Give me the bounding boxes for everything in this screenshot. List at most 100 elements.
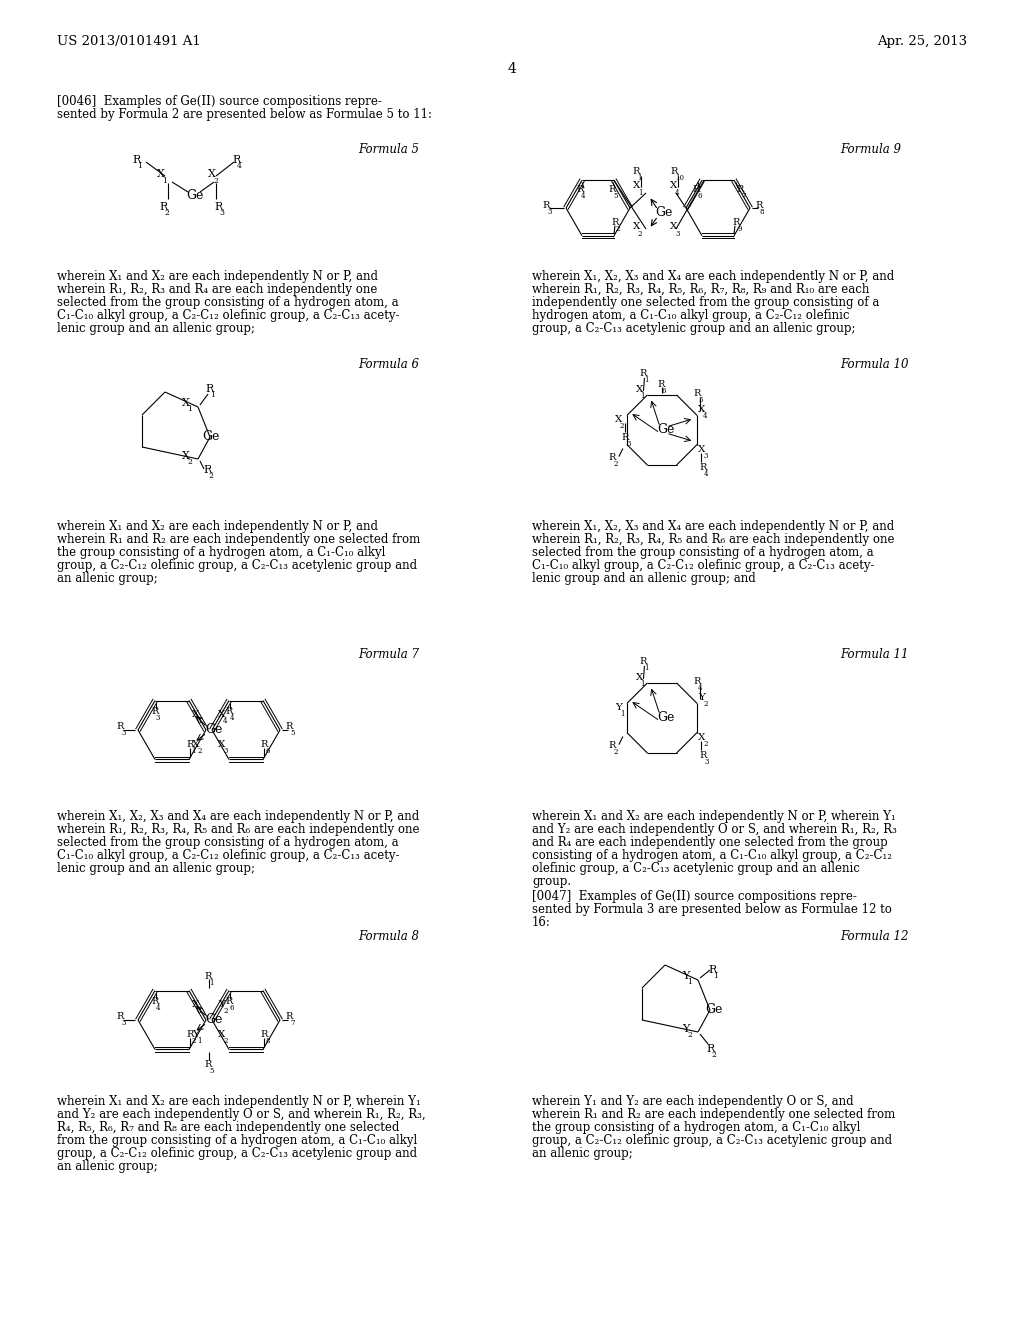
Text: R: R [699,462,707,471]
Text: X: X [182,451,189,461]
Text: Formula 7: Formula 7 [358,648,419,661]
Text: wherein R₁, R₂, R₃, R₄, R₅ and R₆ are each independently one: wherein R₁, R₂, R₃, R₄, R₅ and R₆ are ea… [532,533,895,546]
Text: wherein R₁ and R₂ are each independently one selected from: wherein R₁ and R₂ are each independently… [57,533,420,546]
Text: 2: 2 [638,230,642,238]
Text: 3: 3 [705,758,709,766]
Text: 3: 3 [219,209,224,216]
Text: Y: Y [698,693,705,702]
Text: R: R [736,185,743,194]
Text: an allenic group;: an allenic group; [532,1147,633,1160]
Text: R: R [132,154,140,165]
Text: Formula 10: Formula 10 [840,358,908,371]
Text: from the group consisting of a hydrogen atom, a C₁-C₁₀ alkyl: from the group consisting of a hydrogen … [57,1134,417,1147]
Text: [0047]  Examples of Ge(II) source compositions repre-: [0047] Examples of Ge(II) source composi… [532,890,857,903]
Text: 4: 4 [703,412,708,421]
Text: Y: Y [218,1001,225,1008]
Text: 1: 1 [620,710,625,718]
Text: R: R [609,453,616,462]
Text: group, a C₂-C₁₂ olefinic group, a C₂-C₁₃ acetylenic group and: group, a C₂-C₁₂ olefinic group, a C₂-C₁₃… [532,1134,892,1147]
Text: 3: 3 [627,441,631,449]
Text: an allenic group;: an allenic group; [57,1160,158,1173]
Text: Formula 5: Formula 5 [358,143,419,156]
Text: R: R [225,997,232,1006]
Text: lenic group and an allenic group;: lenic group and an allenic group; [57,862,255,875]
Text: 1: 1 [197,1038,202,1045]
Text: 4: 4 [581,193,586,201]
Text: 2: 2 [191,1038,196,1045]
Text: R: R [116,1012,123,1020]
Text: R: R [693,677,700,686]
Text: X: X [208,169,216,180]
Text: R: R [699,751,707,759]
Text: R: R [285,1012,293,1020]
Text: group, a C₂-C₁₂ olefinic group, a C₂-C₁₃ acetylenic group and: group, a C₂-C₁₂ olefinic group, a C₂-C₁₃… [57,1147,417,1160]
Text: Formula 6: Formula 6 [358,358,419,371]
Text: 3: 3 [121,729,125,737]
Text: R: R [708,965,716,975]
Text: Ge: Ge [205,1012,222,1026]
Text: Formula 12: Formula 12 [840,931,908,942]
Text: 1: 1 [191,747,196,755]
Text: 4: 4 [705,470,709,478]
Text: Ge: Ge [655,206,673,219]
Text: R: R [204,972,211,981]
Text: Formula 9: Formula 9 [840,143,901,156]
Text: 1: 1 [644,664,649,672]
Text: X: X [614,416,623,425]
Text: X: X [193,741,200,748]
Text: wherein R₁, R₂, R₃ and R₄ are each independently one: wherein R₁, R₂, R₃ and R₄ are each indep… [57,282,378,296]
Text: [0046]  Examples of Ge(II) source compositions repre-: [0046] Examples of Ge(II) source composi… [57,95,382,108]
Text: selected from the group consisting of a hydrogen atom, a: selected from the group consisting of a … [57,836,398,849]
Text: 3: 3 [703,451,708,459]
Text: 6: 6 [697,193,701,201]
Text: R: R [542,201,549,210]
Text: selected from the group consisting of a hydrogen atom, a: selected from the group consisting of a … [57,296,398,309]
Text: R: R [159,202,167,213]
Text: 4: 4 [675,189,680,197]
Text: R: R [706,1044,715,1053]
Text: 1: 1 [197,1007,202,1015]
Text: 7: 7 [741,193,745,201]
Text: 2: 2 [223,1038,227,1045]
Text: X: X [218,710,225,719]
Text: the group consisting of a hydrogen atom, a C₁-C₁₀ alkyl: the group consisting of a hydrogen atom,… [532,1121,860,1134]
Text: Y: Y [614,704,622,713]
Text: X: X [218,1030,225,1039]
Text: 4: 4 [508,62,516,77]
Text: Formula 11: Formula 11 [840,648,908,661]
Text: 4: 4 [230,714,234,722]
Text: R: R [693,389,700,399]
Text: independently one selected from the group consisting of a: independently one selected from the grou… [532,296,880,309]
Text: R: R [692,185,699,194]
Text: 6: 6 [230,1003,234,1011]
Text: R: R [670,168,677,176]
Text: selected from the group consisting of a hydrogen atom, a: selected from the group consisting of a … [532,546,873,558]
Text: C₁-C₁₀ alkyl group, a C₂-C₁₂ olefinic group, a C₂-C₁₃ acety-: C₁-C₁₀ alkyl group, a C₂-C₁₂ olefinic gr… [57,849,399,862]
Text: lenic group and an allenic group; and: lenic group and an allenic group; and [532,572,756,585]
Text: 2: 2 [223,1007,227,1015]
Text: Y: Y [682,1024,689,1034]
Text: X: X [182,399,189,408]
Text: 3: 3 [547,209,551,216]
Text: group, a C₂-C₁₂ olefinic group, a C₂-C₁₃ acetylenic group and: group, a C₂-C₁₂ olefinic group, a C₂-C₁₃… [57,558,417,572]
Text: X: X [193,710,200,719]
Text: R: R [608,185,615,194]
Text: X: X [636,673,643,682]
Text: R: R [657,380,665,389]
Text: X: X [633,222,640,231]
Text: Ge: Ge [657,711,675,723]
Text: R: R [186,741,194,750]
Text: wherein X₁ and X₂ are each independently N or P, wherein Y₁: wherein X₁ and X₂ are each independently… [532,810,896,822]
Text: 8: 8 [265,1038,269,1045]
Text: 3: 3 [223,747,227,755]
Text: R: R [186,1031,194,1039]
Text: 4: 4 [156,1003,161,1011]
Text: R: R [575,185,584,194]
Text: 5: 5 [698,396,702,404]
Text: R: R [214,202,222,213]
Text: R: R [225,706,232,715]
Text: 5: 5 [209,1067,213,1074]
Text: R: R [151,706,159,715]
Text: 2: 2 [614,747,618,755]
Text: 2: 2 [620,422,625,430]
